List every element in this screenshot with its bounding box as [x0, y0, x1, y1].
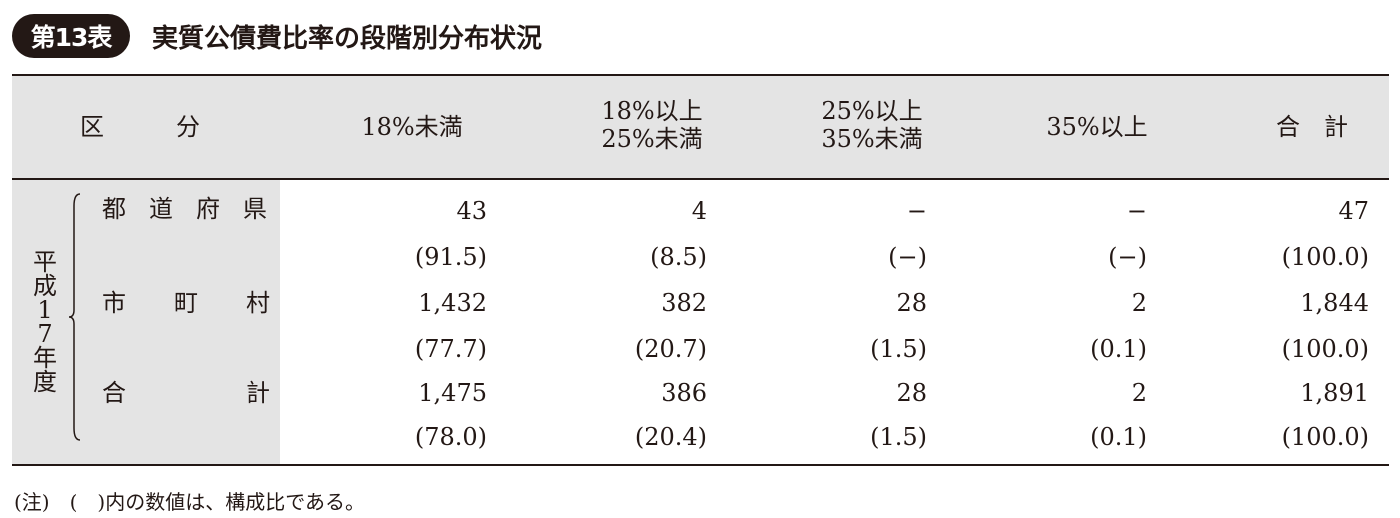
row-label-prefectures: 都 道 府 県 [102, 195, 267, 223]
cell-muni-ratio-18-25: (20.7) [634, 335, 707, 363]
header-col-18-25-line1: 18%以上 [601, 97, 703, 125]
cell-total-count-35over: 2 [1131, 379, 1147, 407]
cell-pref-count-total: 47 [1338, 197, 1369, 225]
cell-pref-ratio-25-35: (−) [888, 243, 927, 271]
cell-muni-ratio-25-35: (1.5) [870, 335, 927, 363]
cell-muni-count-25-35: 28 [896, 289, 927, 317]
table-title-row: 第13表 実質公債費比率の段階別分布状況 [12, 14, 542, 58]
cell-muni-count-total: 1,844 [1300, 289, 1369, 317]
table-number-badge: 第13表 [12, 14, 130, 58]
cell-total-ratio-total: (100.0) [1281, 423, 1369, 451]
cell-muni-count-35over: 2 [1131, 289, 1147, 317]
cell-muni-count-under18: 1,432 [418, 289, 487, 317]
cell-pref-ratio-18-25: (8.5) [650, 243, 707, 271]
cell-muni-ratio-under18: (77.7) [414, 335, 487, 363]
header-col-25-35-line1: 25%以上 [821, 97, 923, 125]
cell-total-ratio-under18: (78.0) [414, 423, 487, 451]
header-col-35-over: 35%以上 [1046, 113, 1148, 141]
cell-total-count-18-25: 386 [661, 379, 707, 407]
header-kubun: 区 分 [80, 113, 200, 141]
year-label: 平成17年度 [33, 248, 57, 396]
cell-total-ratio-25-35: (1.5) [870, 423, 927, 451]
cell-pref-count-18-25: 4 [691, 197, 707, 225]
table-top-rule [12, 74, 1389, 76]
table-header-rule [12, 178, 1389, 180]
cell-muni-count-18-25: 382 [661, 289, 707, 317]
cell-pref-ratio-under18: (91.5) [414, 243, 487, 271]
cell-total-ratio-35over: (0.1) [1090, 423, 1147, 451]
cell-total-count-total: 1,891 [1300, 379, 1369, 407]
cell-total-count-under18: 1,475 [418, 379, 487, 407]
row-label-total: 合 計 [102, 379, 270, 407]
cell-pref-count-under18: 43 [456, 197, 487, 225]
row-group-brace [68, 193, 81, 441]
header-col-25-35-line2: 35%未満 [821, 125, 923, 153]
table-title: 実質公債費比率の段階別分布状況 [152, 23, 543, 54]
cell-pref-count-35over: − [1126, 197, 1147, 225]
distribution-table: 区 分 18%未満 18%以上 25%未満 25%以上 35%未満 35%以上 … [12, 74, 1389, 466]
table-note: (注) ( )内の数値は、構成比である。 [14, 490, 366, 514]
header-col-18-25-line2: 25%未満 [601, 125, 703, 153]
cell-pref-ratio-35over: (−) [1108, 243, 1147, 271]
table-bottom-rule [12, 464, 1389, 466]
cell-pref-ratio-total: (100.0) [1281, 243, 1369, 271]
cell-muni-ratio-total: (100.0) [1281, 335, 1369, 363]
cell-total-ratio-18-25: (20.4) [634, 423, 707, 451]
header-col-total: 合 計 [1276, 113, 1348, 141]
row-label-background [12, 180, 280, 464]
cell-pref-count-25-35: − [906, 197, 927, 225]
header-col-under-18: 18%未満 [361, 113, 463, 141]
table-header-background [12, 76, 1389, 178]
cell-muni-ratio-35over: (0.1) [1090, 335, 1147, 363]
row-label-municipalities: 市 町 村 [102, 289, 270, 317]
cell-total-count-25-35: 28 [896, 379, 927, 407]
